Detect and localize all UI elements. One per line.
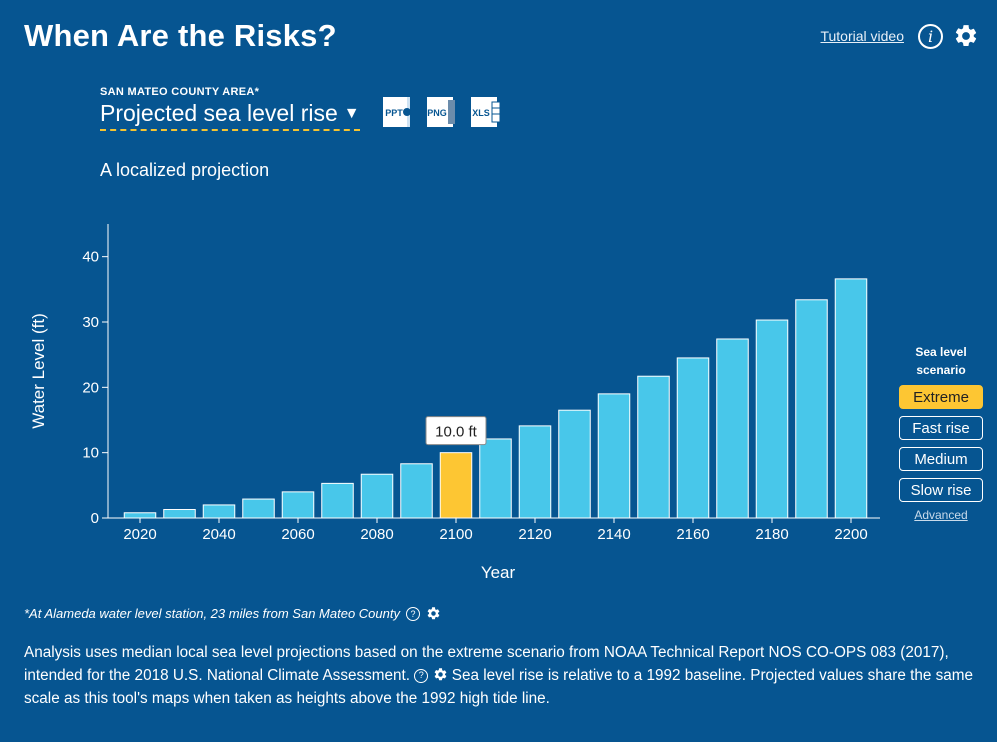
bar	[518, 425, 552, 519]
tooltip-box	[425, 416, 487, 446]
scenario-legend: Sea level scenario Extreme Fast rise Med…	[897, 343, 985, 522]
station-footnote: *At Alameda water level station, 23 mile…	[24, 606, 441, 621]
bar	[755, 319, 789, 519]
x-tick-label: 2140	[597, 526, 630, 543]
scenario-extreme-button[interactable]: Extreme	[899, 385, 983, 409]
gear-icon[interactable]	[426, 606, 441, 621]
y-tick-label: 40	[82, 249, 99, 266]
sea-level-chart: 0 10 20 30 40 2020 2040 2060 2080 2100 2120 2140 216…	[29, 224, 880, 582]
bar	[123, 512, 157, 519]
bar	[795, 299, 828, 519]
download-png-label: PNG	[427, 108, 447, 118]
x-tick-label: 2200	[834, 526, 867, 543]
bar	[163, 509, 196, 519]
bar	[281, 491, 315, 519]
chart-subtitle: A localized projection	[100, 160, 270, 180]
bar	[676, 357, 710, 519]
x-tick-label: 2160	[676, 526, 709, 543]
help-icon[interactable]: ?	[414, 668, 429, 683]
download-xls-button[interactable]: XLS	[468, 96, 502, 128]
bar	[558, 409, 591, 519]
scenario-legend-title-1: Sea level	[915, 345, 967, 359]
y-axis-title: Water Level (ft)	[29, 313, 48, 429]
x-tick-label: 2100	[439, 526, 472, 543]
x-tick-label: 2080	[360, 526, 393, 543]
metric-dropdown-label: Projected sea level rise	[100, 100, 338, 126]
bar	[716, 338, 749, 519]
advanced-link[interactable]: Advanced	[914, 508, 968, 522]
help-icon[interactable]: ?	[405, 606, 420, 621]
x-tick-label: 2040	[202, 526, 235, 543]
scenario-slow-rise-button[interactable]: Slow rise	[899, 478, 983, 502]
gear-icon[interactable]	[953, 23, 979, 49]
x-tick-label: 2120	[518, 526, 551, 543]
scenario-legend-title-2: scenario	[916, 363, 966, 377]
bar	[242, 498, 275, 519]
x-tick-label: 2020	[123, 526, 156, 543]
bar-highlighted	[439, 452, 473, 519]
bar	[637, 375, 670, 519]
download-buttons: PPT PNG XLS	[380, 96, 502, 128]
y-tick-label: 10	[82, 445, 99, 462]
metric-dropdown[interactable]: Projected sea level rise ▼	[100, 100, 360, 131]
download-png-button[interactable]: PNG	[424, 96, 458, 128]
x-tick-label: 2060	[281, 526, 314, 543]
gear-icon[interactable]	[433, 667, 448, 682]
bar	[400, 463, 433, 519]
caret-down-icon: ▼	[343, 105, 360, 122]
bar	[597, 393, 631, 519]
x-axis-title: Year	[481, 563, 516, 582]
info-icon[interactable]: i	[918, 23, 943, 49]
tutorial-video-link[interactable]: Tutorial video	[820, 28, 904, 44]
bar	[202, 504, 236, 519]
download-ppt-label: PPT	[385, 108, 403, 118]
download-ppt-button[interactable]: PPT	[380, 96, 414, 128]
scenario-fast-rise-button[interactable]: Fast rise	[899, 416, 983, 440]
y-tick-label: 20	[82, 379, 99, 396]
scenario-medium-button[interactable]: Medium	[899, 447, 983, 471]
page-title: When Are the Risks?	[24, 18, 337, 53]
analysis-part-1: Analysis uses median local sea level pro…	[24, 644, 949, 684]
scenario-legend-title: Sea level scenario	[915, 343, 966, 379]
bar	[479, 438, 512, 519]
y-tick-label: 30	[82, 314, 99, 331]
analysis-part-2: Sea level rise is relative to a 1992 bas…	[24, 667, 974, 707]
bar	[321, 482, 354, 519]
footnote-text: *At Alameda water level station, 23 mile…	[24, 606, 400, 621]
tooltip-label: 10.0 ft	[435, 424, 478, 441]
bar	[834, 278, 868, 519]
analysis-text: Analysis uses median local sea level pro…	[24, 641, 974, 710]
x-tick-label: 2180	[755, 526, 788, 543]
bar	[360, 473, 394, 519]
area-label: SAN MATEO COUNTY AREA*	[100, 86, 260, 98]
y-tick-label: 0	[91, 510, 99, 527]
download-xls-label: XLS	[472, 108, 490, 118]
header-actions: Tutorial video i	[820, 23, 979, 49]
